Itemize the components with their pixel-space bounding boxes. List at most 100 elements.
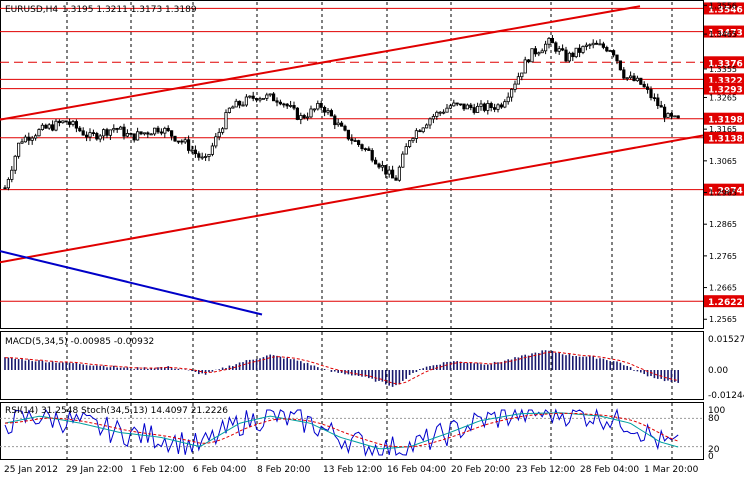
candle-body bbox=[135, 131, 140, 141]
candle-body bbox=[350, 138, 354, 141]
candle-body bbox=[329, 110, 334, 117]
candle-body bbox=[146, 132, 150, 135]
candle-body bbox=[3, 187, 7, 190]
candle-body bbox=[74, 121, 78, 129]
candle-body bbox=[251, 95, 255, 99]
level-price-tag bbox=[704, 295, 744, 308]
level-price-tag bbox=[704, 25, 744, 38]
candle-body bbox=[588, 44, 592, 47]
candle-body bbox=[404, 146, 408, 155]
x-tick-label: 1 Feb 12:00 bbox=[131, 465, 185, 475]
candle-body bbox=[339, 122, 344, 127]
candle-body bbox=[159, 131, 163, 134]
candle-body bbox=[547, 37, 551, 45]
candle-body bbox=[336, 122, 340, 126]
candle-body bbox=[319, 103, 323, 108]
candle-body bbox=[503, 101, 507, 108]
x-tick-label: 23 Feb 12:00 bbox=[516, 465, 575, 475]
blue-trend-line bbox=[0, 250, 263, 316]
candle-body bbox=[581, 46, 585, 53]
candle-body bbox=[176, 140, 180, 143]
candle-body bbox=[407, 140, 412, 147]
candle-body bbox=[458, 103, 463, 106]
candle-body bbox=[448, 105, 453, 109]
candle-body bbox=[102, 129, 106, 137]
candle-body bbox=[169, 130, 174, 137]
candle-body bbox=[629, 75, 633, 79]
candle-body bbox=[441, 111, 446, 114]
candle-body bbox=[173, 135, 177, 142]
candle-body bbox=[401, 153, 405, 168]
candle-body bbox=[27, 136, 31, 141]
candle-body bbox=[10, 169, 14, 180]
candle-body bbox=[469, 104, 473, 108]
candle-body bbox=[129, 133, 133, 135]
candle-body bbox=[605, 47, 609, 52]
chart-header: EURUSD,H4 bbox=[5, 5, 58, 15]
candle-body bbox=[625, 77, 629, 80]
candle-body bbox=[676, 115, 680, 119]
candle-body bbox=[186, 139, 191, 151]
candle-body bbox=[659, 105, 663, 108]
candle-body bbox=[254, 98, 259, 101]
x-tick-label: 29 Jan 22:00 bbox=[66, 465, 123, 475]
candle-body bbox=[387, 169, 391, 175]
stoch-signal-line bbox=[4, 412, 679, 448]
candle-body bbox=[132, 133, 136, 141]
candle-body bbox=[462, 103, 466, 110]
x-tick-label: 8 Feb 20:00 bbox=[257, 465, 311, 475]
chart-ohlc: 1.3195 1.3211 1.3173 1.3189 bbox=[62, 5, 197, 15]
level-price-label: 1.2974 bbox=[708, 187, 743, 197]
candle-body bbox=[197, 153, 201, 158]
candle-body bbox=[421, 127, 425, 133]
candle-body bbox=[537, 52, 541, 55]
y-tick-label: 1.3556 bbox=[709, 1, 737, 10]
candle-body bbox=[608, 50, 612, 52]
candle-body bbox=[282, 103, 286, 106]
candle-body bbox=[54, 120, 58, 131]
candle-body bbox=[265, 94, 269, 99]
candle-body bbox=[95, 133, 99, 140]
candle-body bbox=[326, 110, 330, 113]
candle-body bbox=[166, 127, 170, 132]
candle-body bbox=[438, 111, 442, 114]
candle-body bbox=[612, 50, 616, 56]
level-price-tag bbox=[704, 56, 744, 69]
candle-body bbox=[78, 127, 82, 132]
candle-body bbox=[163, 127, 167, 134]
candle-body bbox=[584, 44, 589, 47]
candle-body bbox=[530, 48, 534, 63]
x-tick-label: 6 Feb 04:00 bbox=[193, 465, 247, 475]
candle-body bbox=[384, 165, 388, 175]
candle-body bbox=[513, 83, 517, 90]
candle-body bbox=[431, 115, 436, 120]
candle-body bbox=[122, 126, 126, 137]
candle-body bbox=[333, 115, 337, 126]
level-price-tag bbox=[704, 82, 744, 95]
level-price-label: 1.3322 bbox=[708, 76, 743, 86]
candle-body bbox=[152, 127, 157, 135]
candle-body bbox=[435, 111, 439, 117]
candle-body bbox=[20, 141, 24, 144]
candle-body bbox=[635, 77, 640, 82]
candle-body bbox=[13, 155, 17, 171]
candle-body bbox=[360, 144, 364, 150]
level-price-label: 1.3473 bbox=[708, 29, 743, 39]
candle-body bbox=[489, 103, 493, 108]
level-price-label: 1.3546 bbox=[708, 5, 743, 15]
candle-body bbox=[380, 165, 385, 168]
candle-body bbox=[312, 108, 317, 111]
macd-label: MACD(5,34,5) -0.00985 -0.00932 bbox=[5, 337, 154, 347]
candle-body bbox=[601, 43, 606, 48]
rsi-line bbox=[4, 408, 679, 457]
candle-body bbox=[394, 177, 398, 181]
y-tick-label: 1.2765 bbox=[709, 252, 737, 261]
candle-body bbox=[632, 75, 636, 82]
level-price-tag bbox=[704, 2, 744, 15]
level-price-tag bbox=[704, 183, 744, 196]
x-tick-label: 25 Jan 2012 bbox=[4, 465, 58, 475]
candle-body bbox=[119, 126, 123, 130]
candle-body bbox=[509, 89, 514, 98]
